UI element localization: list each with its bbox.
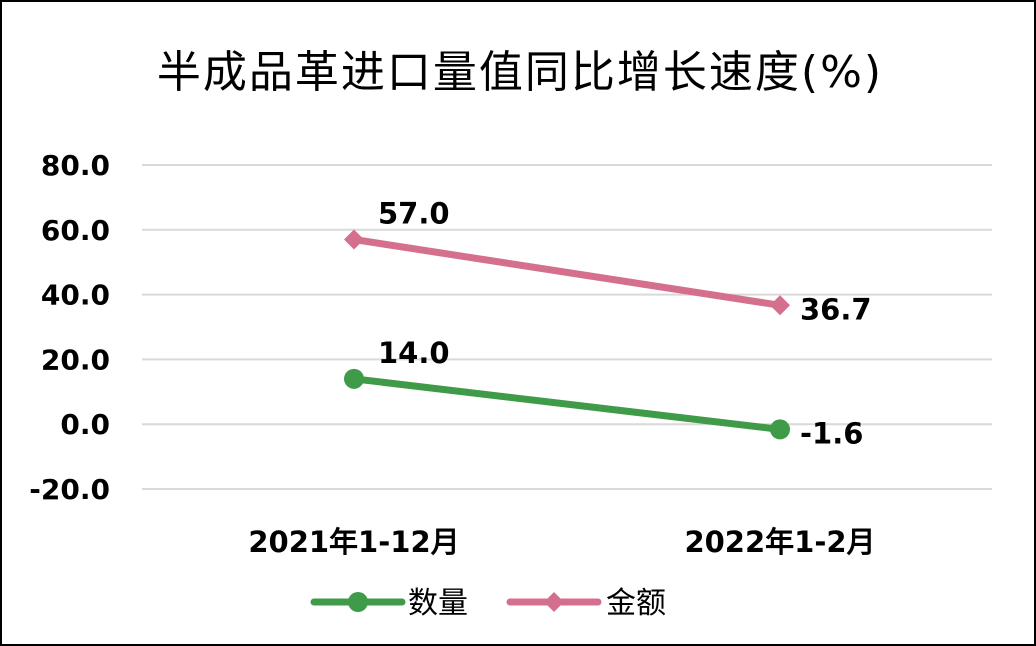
y-tick-label: -20.0 xyxy=(29,473,110,506)
x-category-label: 2022年1-2月 xyxy=(684,525,875,559)
y-tick-label: 80.0 xyxy=(41,149,110,182)
legend-marker xyxy=(544,592,564,612)
data-label: 36.7 xyxy=(800,292,872,326)
data-point xyxy=(770,419,790,440)
data-point xyxy=(344,229,364,250)
y-tick-label: 40.0 xyxy=(41,279,110,312)
data-label: -1.6 xyxy=(800,416,863,450)
y-tick-label: 0.0 xyxy=(60,408,110,441)
series-line xyxy=(350,236,784,309)
legend-label: 金额 xyxy=(606,586,666,621)
y-tick-label: 60.0 xyxy=(41,214,110,247)
data-label: 57.0 xyxy=(378,197,450,231)
data-point xyxy=(344,368,364,389)
legend-marker xyxy=(348,592,368,612)
data-label: 14.0 xyxy=(378,336,450,370)
data-point xyxy=(770,295,790,316)
series-line xyxy=(350,375,784,433)
legend-label: 数量 xyxy=(408,586,468,621)
y-tick-label: 20.0 xyxy=(41,343,110,376)
chart-title: 半成品革进口量值同比增长速度(%) xyxy=(156,47,884,98)
x-category-label: 2021年1-12月 xyxy=(248,525,459,559)
